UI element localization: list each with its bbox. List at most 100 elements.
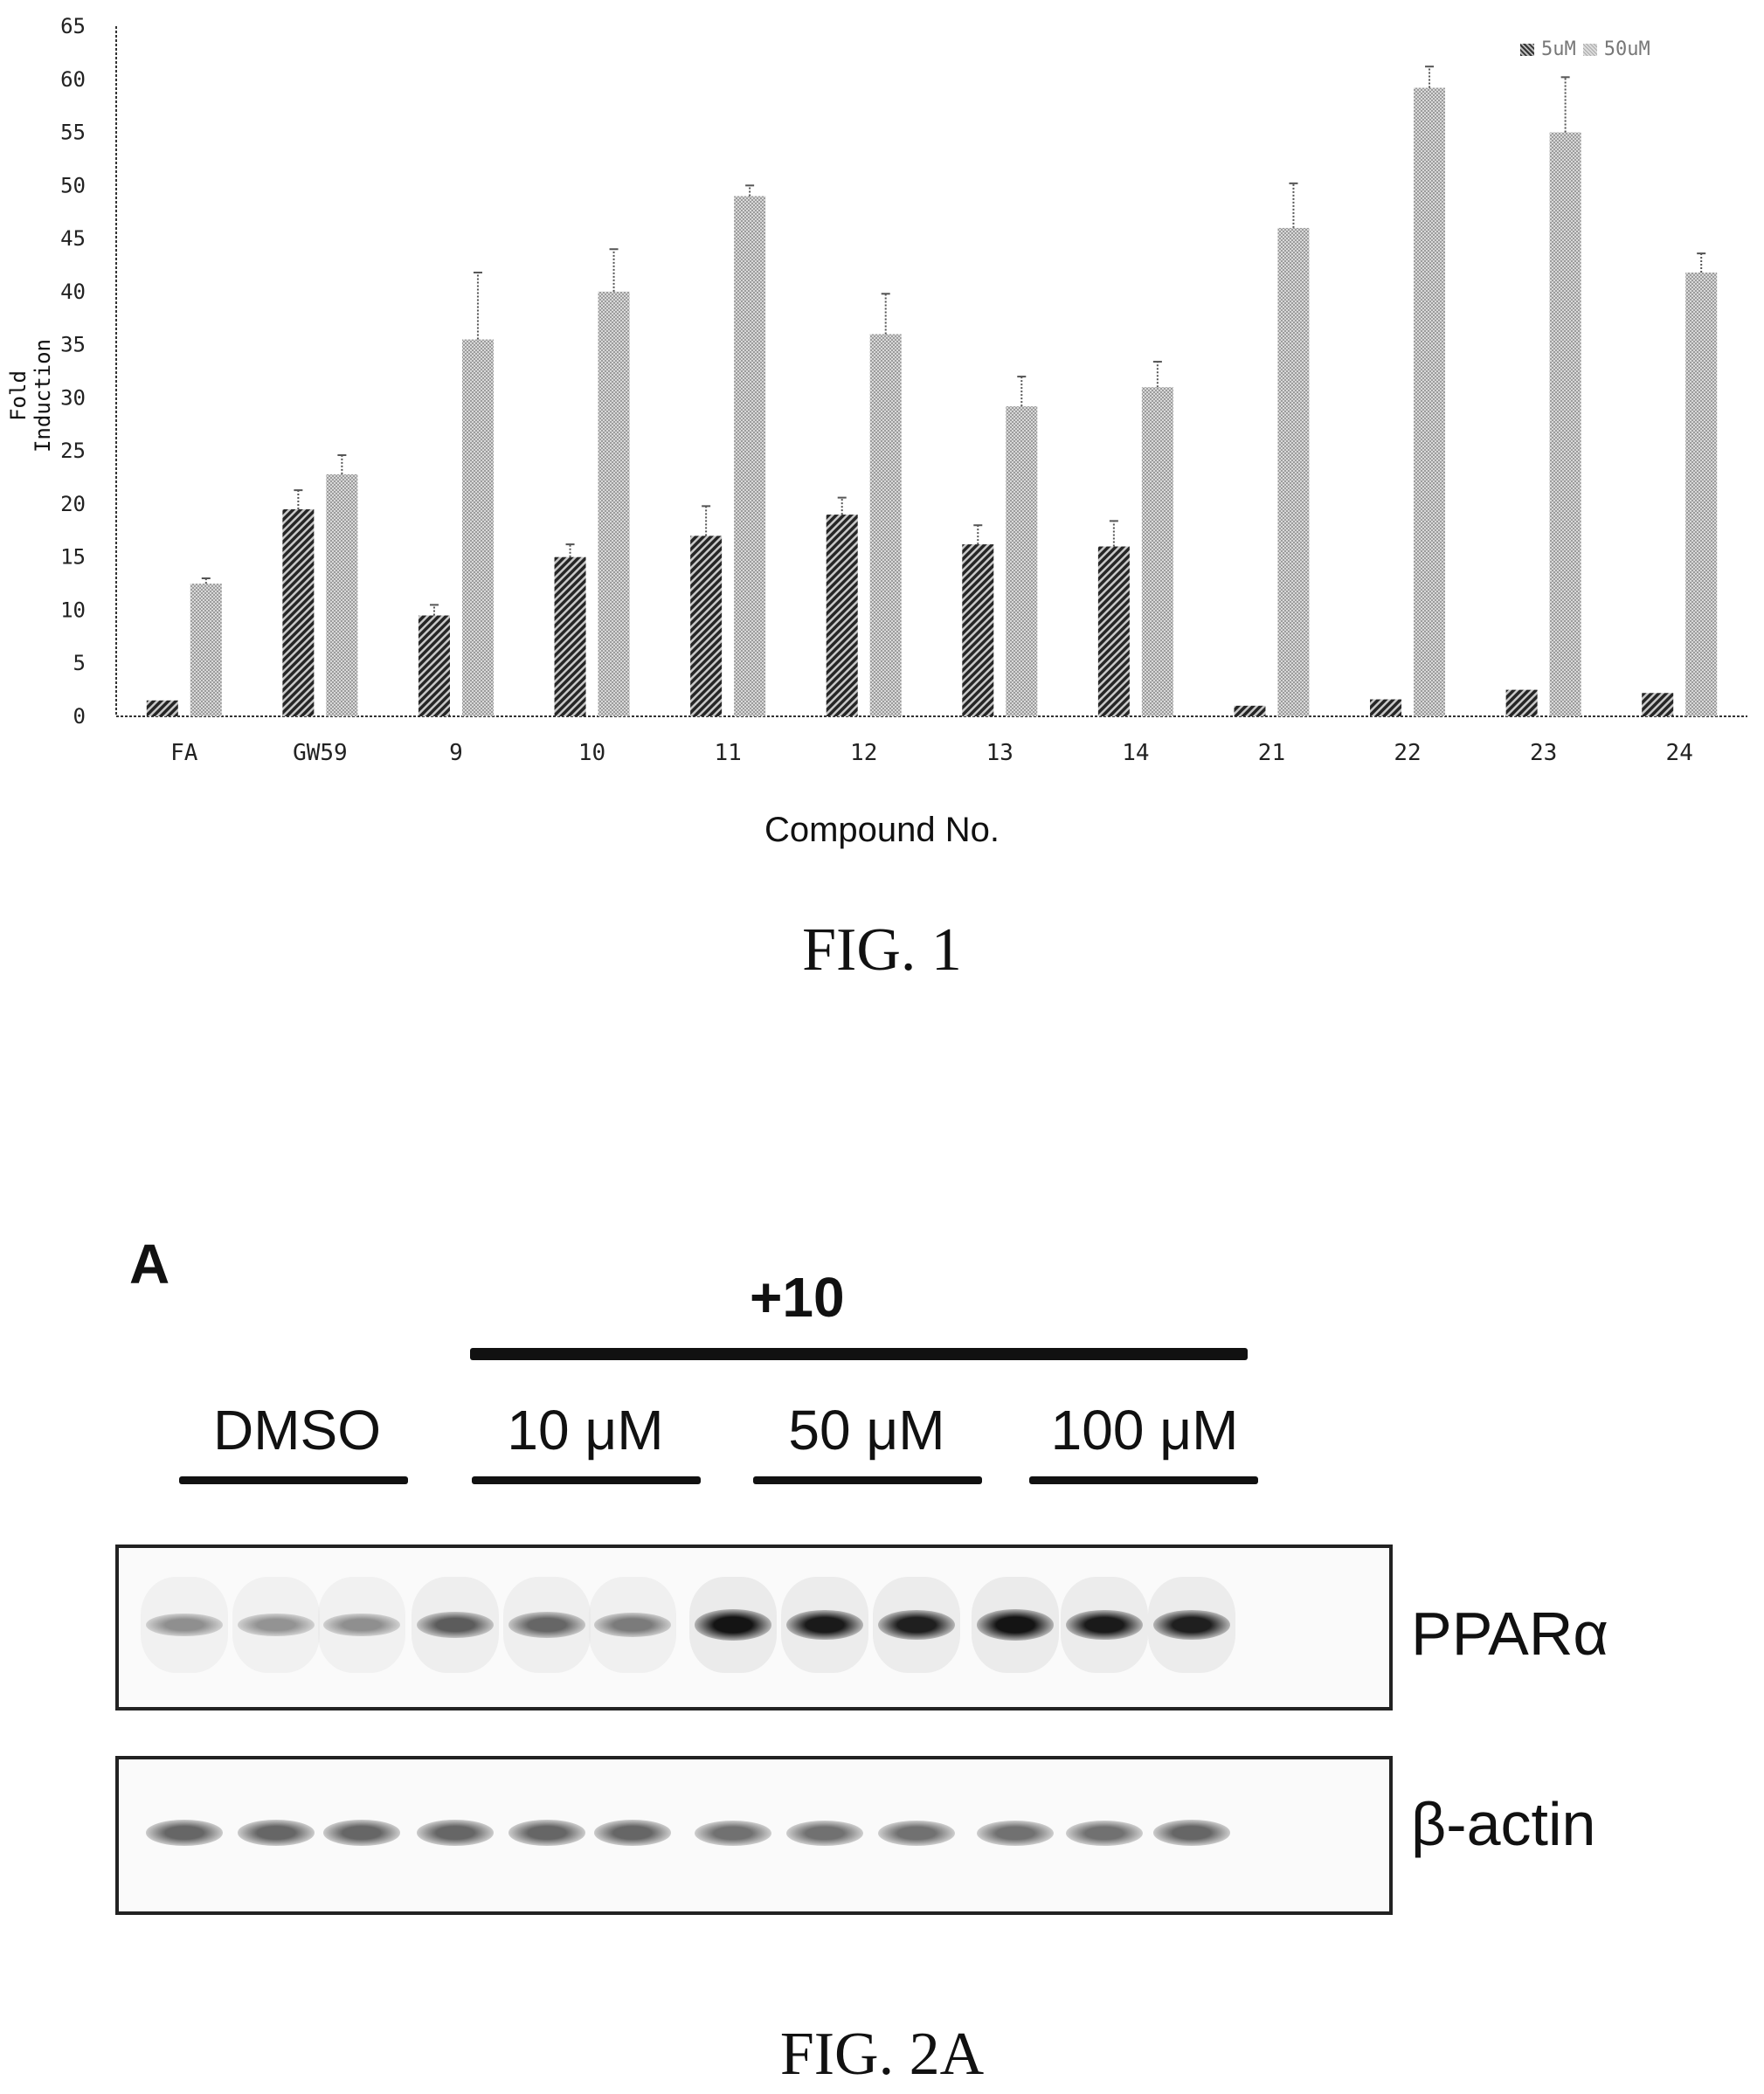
treatment-label: +10: [750, 1265, 845, 1330]
x-tick-label: 13: [986, 740, 1013, 766]
legend-label-5um: 5uM: [1541, 38, 1576, 60]
blot-band: [508, 1820, 585, 1846]
y-tick-label: 35: [60, 333, 86, 357]
y-axis-label: Fold Induction: [6, 308, 55, 483]
bar-5um: [1642, 693, 1673, 716]
bar-5um: [1234, 706, 1265, 716]
bar-5um: [1370, 700, 1401, 716]
dose-label-100um: 100 μM: [1027, 1398, 1262, 1462]
blot-label-beta-actin: β-actin: [1411, 1789, 1595, 1859]
bar-50um: [1414, 87, 1445, 716]
bar-5um: [282, 509, 314, 716]
bar-50um: [326, 474, 357, 716]
legend-swatch-50um: [1583, 44, 1597, 56]
bar-5um: [147, 701, 178, 716]
blot-band: [146, 1614, 223, 1637]
blot-band: [695, 1821, 771, 1846]
bar-5um: [1098, 547, 1130, 716]
y-tick-label: 40: [60, 280, 86, 304]
legend-label-50um: 50uM: [1604, 38, 1650, 60]
legend-swatch-5um: [1520, 44, 1534, 56]
blot-band: [238, 1820, 315, 1846]
blot-band: [977, 1609, 1054, 1640]
blot-band: [238, 1614, 315, 1637]
dose-underline-10um: [472, 1476, 701, 1484]
dose-label-dmso: DMSO: [179, 1398, 415, 1462]
blot-band: [146, 1820, 223, 1846]
chart-bars: [147, 66, 1717, 716]
y-tick-label: 60: [60, 67, 86, 92]
y-tick-label: 55: [60, 121, 86, 145]
blot-band: [323, 1614, 400, 1637]
bar-5um: [1506, 690, 1538, 716]
blot-band: [786, 1821, 863, 1846]
blot-band: [594, 1613, 671, 1637]
x-tick-label: FA: [170, 740, 198, 766]
bar-50um: [462, 340, 494, 716]
x-tick-label: 14: [1122, 740, 1149, 766]
x-tick-label: 12: [850, 740, 877, 766]
dose-underline-dmso: [179, 1476, 408, 1484]
blot-panel-ppara: [115, 1545, 1393, 1710]
bar-50um: [870, 334, 902, 716]
dose-underline-100um: [1029, 1476, 1258, 1484]
blot-band: [786, 1610, 863, 1641]
blot-band: [1153, 1610, 1230, 1641]
x-tick-label: 21: [1258, 740, 1285, 766]
y-tick-label: 10: [60, 598, 86, 622]
blot-band: [695, 1609, 771, 1640]
x-tick-label: 22: [1394, 740, 1421, 766]
bar-50um: [1006, 406, 1037, 716]
bar-5um: [690, 536, 722, 716]
figure-2a-caption: FIG. 2A: [0, 2020, 1764, 2090]
bar-50um: [598, 292, 630, 716]
y-tick-label: 45: [60, 226, 86, 251]
dose-underline-50um: [753, 1476, 982, 1484]
y-tick-label: 0: [73, 704, 86, 729]
blot-band: [1066, 1821, 1143, 1846]
bar-5um: [827, 515, 858, 716]
bar-50um: [190, 584, 222, 716]
x-tick-label: 24: [1666, 740, 1693, 766]
blot-band: [323, 1820, 400, 1846]
blot-band: [878, 1821, 955, 1846]
x-tick-label: 23: [1530, 740, 1557, 766]
bar-50um: [1685, 273, 1717, 716]
bar-5um: [962, 544, 993, 716]
figure-1-caption: FIG. 1: [0, 916, 1764, 985]
blot-band: [417, 1612, 494, 1638]
treatment-bar: [470, 1348, 1248, 1360]
dose-label-50um: 50 μM: [753, 1398, 980, 1462]
blot-band: [977, 1821, 1054, 1846]
bar-50um: [734, 196, 765, 716]
x-tick-label: 10: [578, 740, 605, 766]
y-tick-label: 50: [60, 173, 86, 197]
bar-5um: [419, 616, 450, 716]
blot-band: [1153, 1820, 1230, 1846]
y-tick-label: 65: [60, 14, 86, 38]
y-tick-label: 30: [60, 385, 86, 410]
blot-label-ppara: PPARα: [1411, 1599, 1608, 1669]
y-tick-label: 20: [60, 492, 86, 516]
blot-band: [508, 1612, 585, 1638]
y-tick-label: 15: [60, 545, 86, 570]
x-tick-label: 9: [449, 740, 463, 766]
x-tick-label: 11: [714, 740, 741, 766]
bar-50um: [1142, 387, 1173, 716]
y-tick-label: 5: [73, 651, 86, 675]
y-tick-label: 25: [60, 439, 86, 463]
blot-band: [878, 1610, 955, 1641]
bar-50um: [1550, 133, 1581, 716]
bar-5um: [555, 557, 586, 716]
blot-band: [1066, 1610, 1143, 1641]
bar-50um: [1277, 228, 1309, 716]
blot-panel-beta-actin: [115, 1756, 1393, 1915]
chart-legend: 5uM 50uM: [1520, 38, 1650, 60]
bar-chart: 0 5 10 15 20 25 30 35 40 45 50 55 60 65 FA GW59 9 10 11 12 1…: [0, 0, 1764, 786]
x-tick-label: GW59: [293, 740, 348, 766]
blot-band: [594, 1820, 671, 1846]
x-axis-label: Compound No.: [0, 811, 1764, 850]
dose-label-10um: 10 μM: [472, 1398, 699, 1462]
chart-axes: [116, 26, 1747, 716]
blot-band: [417, 1820, 494, 1846]
